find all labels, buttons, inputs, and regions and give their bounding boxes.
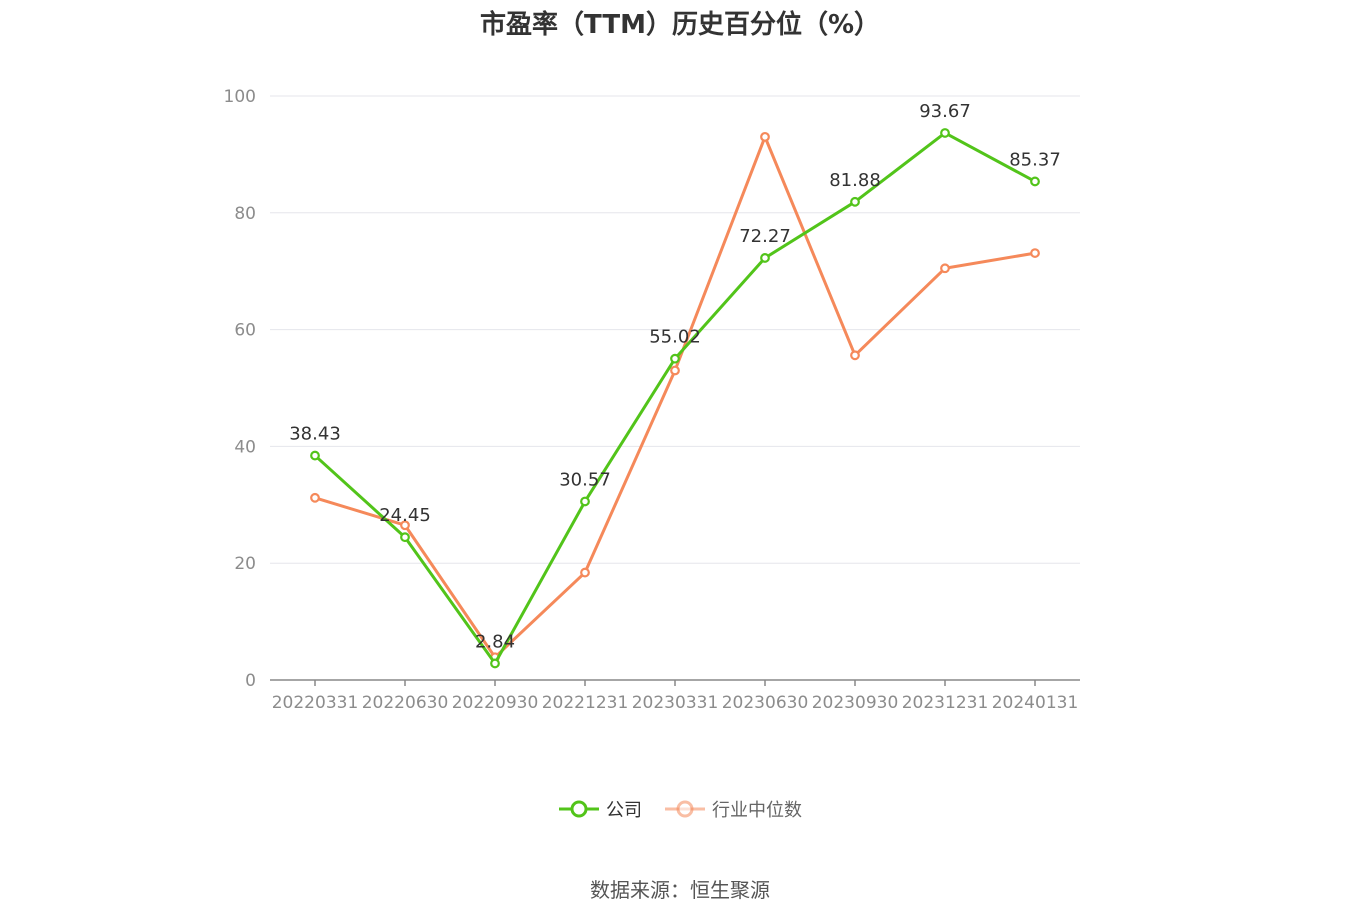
data-point-industry	[850, 350, 860, 361]
y-tick-label: 60	[234, 321, 256, 341]
x-tick-label: 20220930	[452, 693, 539, 713]
data-point-industry	[760, 131, 770, 142]
x-tick-label: 20230630	[722, 693, 809, 713]
x-tick-label: 20230930	[812, 693, 899, 713]
data-point-company	[490, 658, 500, 669]
x-tick-label: 20240131	[992, 693, 1079, 713]
data-point-company	[850, 196, 860, 207]
legend-label-industry: 行业中位数	[712, 800, 802, 821]
legend-item-company[interactable]: 公司	[558, 796, 642, 822]
data-label: 38.43	[289, 424, 341, 445]
data-label: 85.37	[1009, 149, 1061, 170]
data-label: 2.84	[475, 631, 515, 652]
legend-label-company: 公司	[606, 800, 642, 821]
data-label: 93.67	[919, 101, 971, 122]
data-label: 81.88	[829, 170, 881, 191]
x-tick-label: 20220630	[362, 693, 449, 713]
data-point-company	[1030, 176, 1040, 187]
data-point-company	[400, 532, 410, 543]
x-tick-label: 20220331	[272, 693, 359, 713]
y-tick-label: 40	[234, 437, 256, 457]
data-label: 30.57	[559, 469, 611, 490]
industry-series-icon	[665, 800, 705, 818]
data-label: 55.02	[649, 327, 701, 348]
y-tick-label: 0	[245, 671, 256, 691]
data-point-company	[760, 253, 770, 263]
data-point-company	[940, 128, 950, 138]
data-point-company	[670, 353, 680, 364]
x-tick-label: 20230331	[632, 693, 719, 713]
source-note: 数据来源：恒生聚源	[590, 878, 770, 902]
data-label: 24.45	[379, 505, 431, 526]
data-point-industry	[580, 567, 590, 578]
y-tick-label: 20	[234, 554, 256, 574]
x-tick-label: 20231231	[902, 693, 989, 713]
legend-item-industry[interactable]: 行业中位数	[664, 796, 802, 822]
series-line-industry	[314, 135, 1036, 659]
data-point-industry	[400, 520, 410, 531]
data-point-company	[580, 496, 590, 507]
y-tick-label: 100	[224, 87, 256, 107]
legend: 公司 行业中位数	[0, 796, 1360, 822]
data-point-industry	[1030, 248, 1040, 258]
chart-title: 市盈率（TTM）历史百分位（%）	[480, 10, 880, 40]
data-point-industry	[310, 492, 320, 503]
data-point-company	[310, 450, 320, 461]
data-label: 72.27	[739, 226, 791, 247]
y-tick-label: 80	[234, 204, 256, 224]
x-tick-label: 20221231	[542, 693, 629, 713]
data-point-industry	[670, 365, 680, 376]
data-point-industry	[940, 263, 950, 274]
company-series-icon	[559, 800, 599, 818]
